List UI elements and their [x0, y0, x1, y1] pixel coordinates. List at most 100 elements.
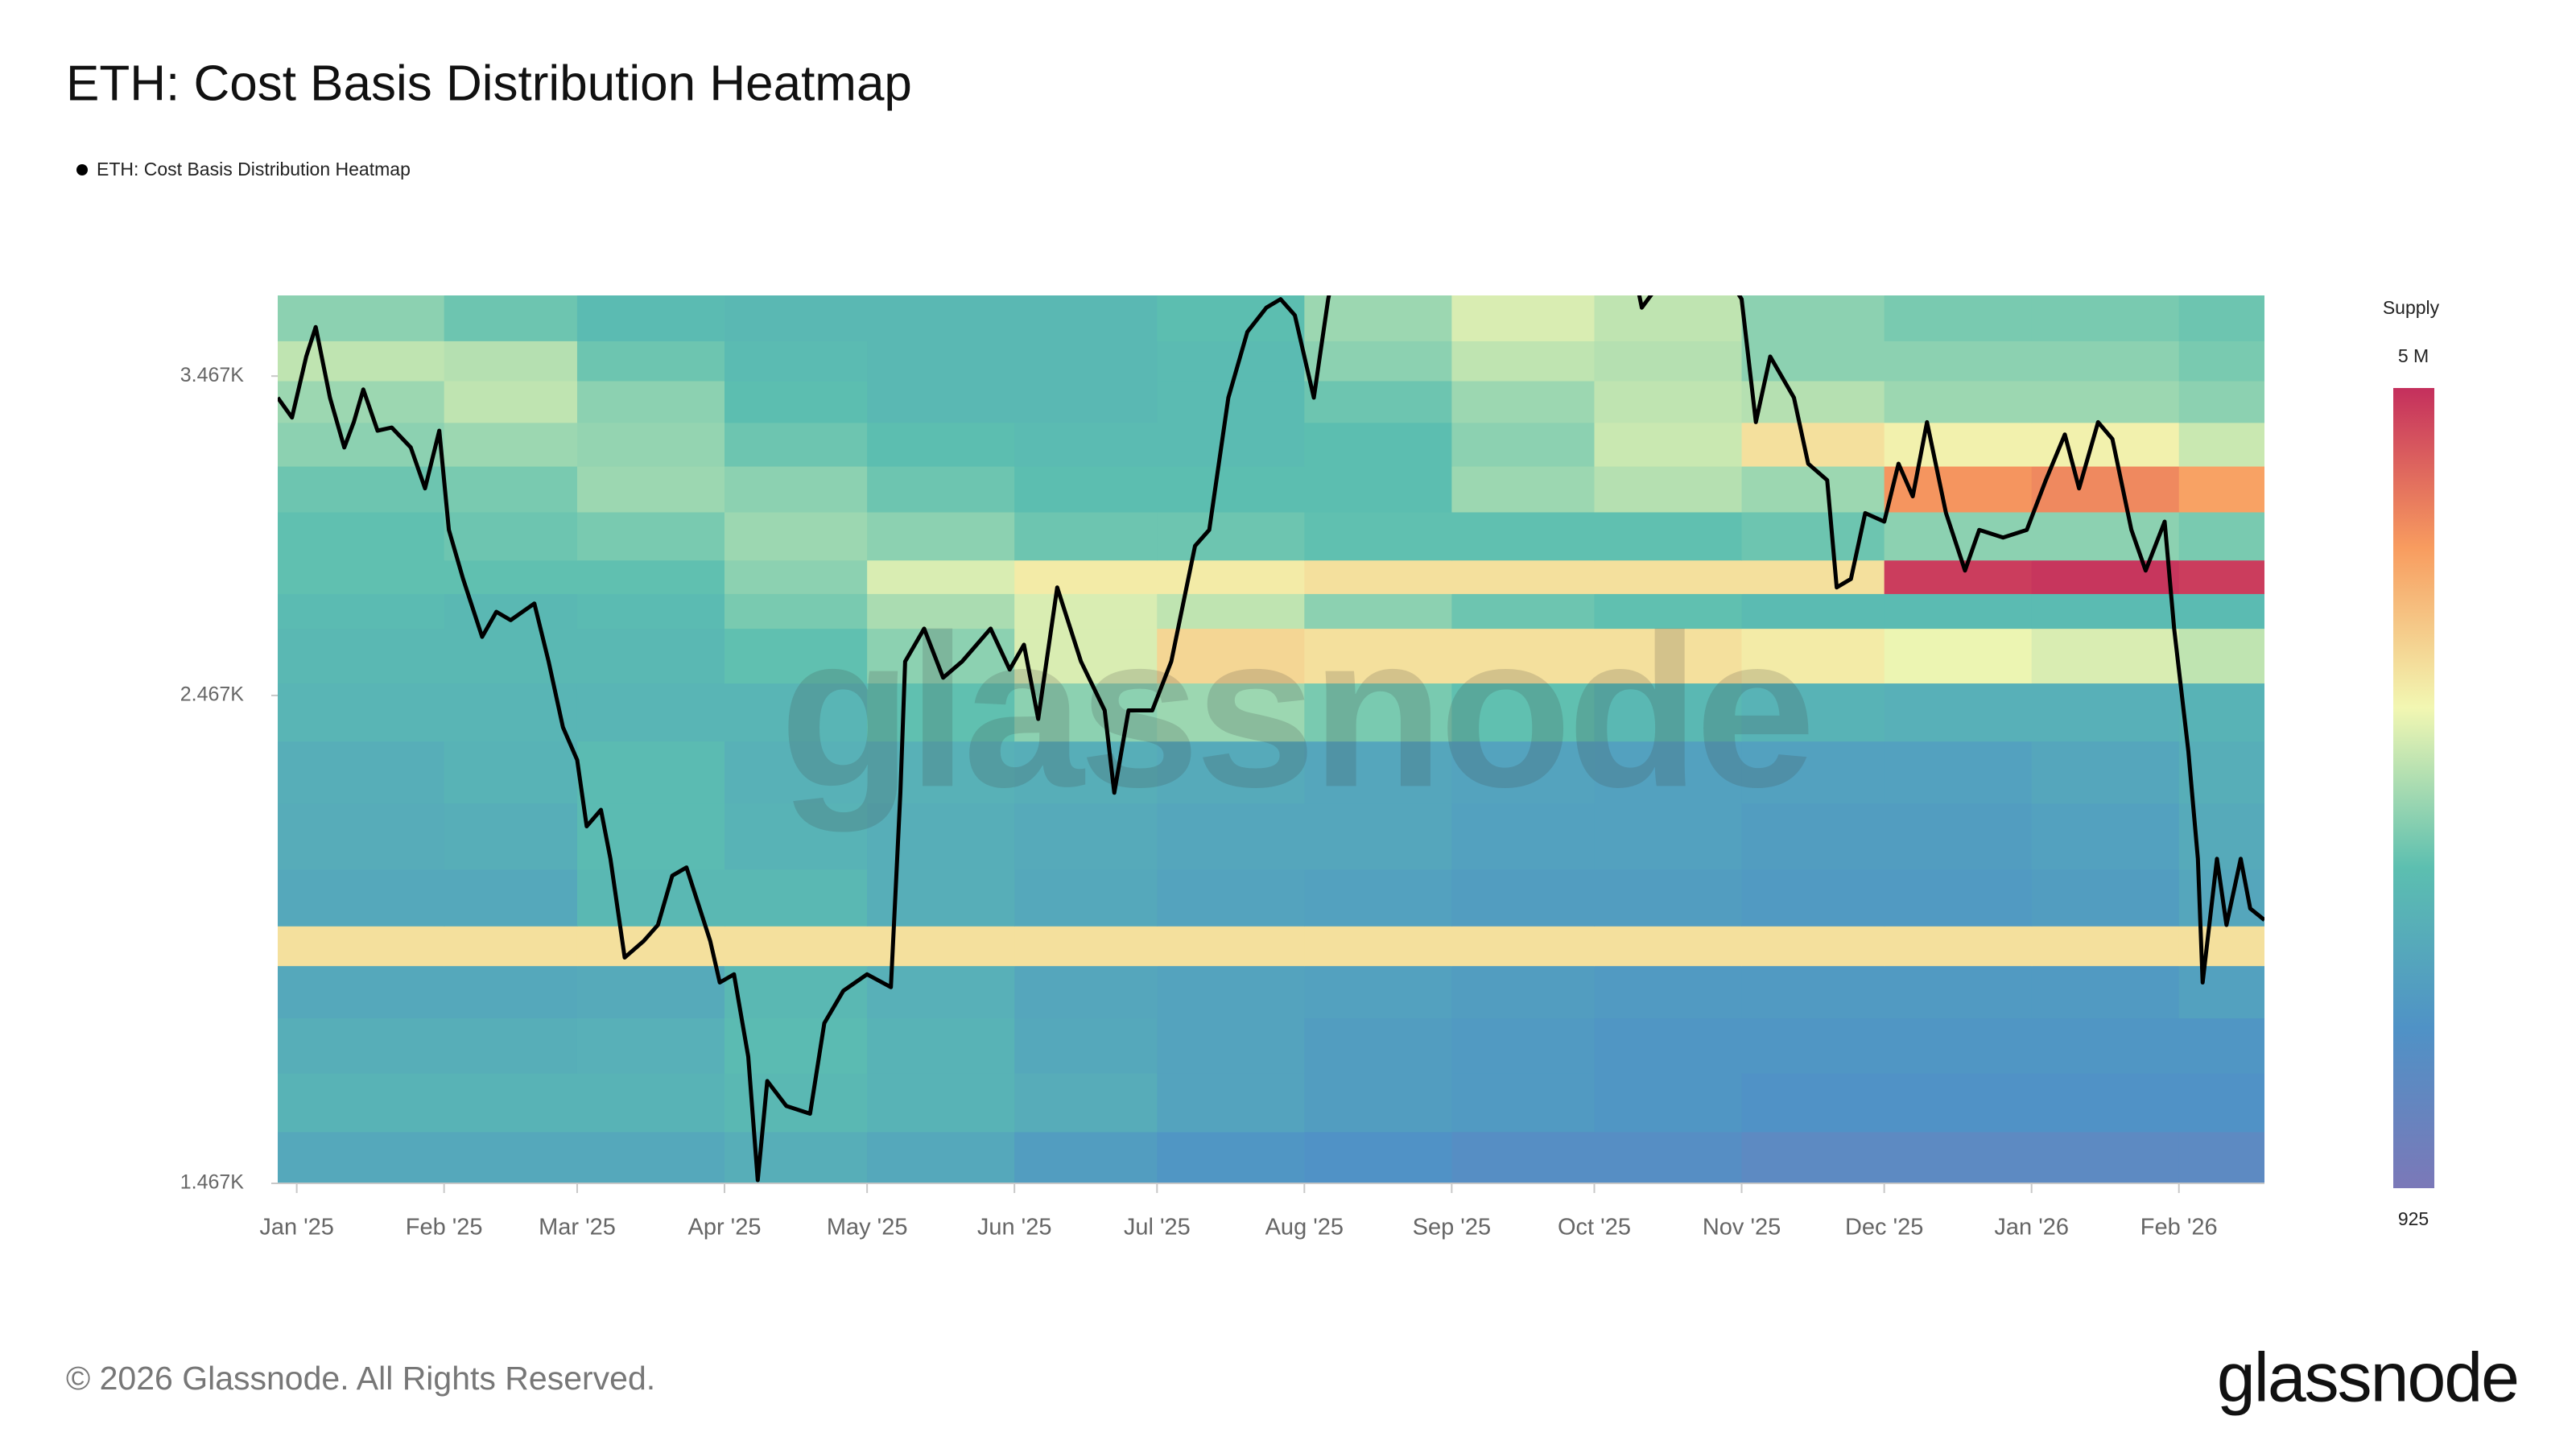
heatmap-cell	[2178, 422, 2264, 467]
heatmap-cell	[444, 965, 578, 1018]
heatmap-cell	[1741, 295, 1885, 341]
heatmap-cell	[2031, 380, 2180, 423]
heatmap-cell	[1451, 295, 1596, 341]
heatmap-cell	[278, 741, 445, 804]
heatmap-cell	[1451, 1131, 1596, 1183]
heatmap-cell	[2031, 926, 2180, 967]
copyright: © 2026 Glassnode. All Rights Reserved.	[66, 1360, 655, 1397]
heatmap-cell	[444, 380, 578, 423]
logo: glassnode	[2217, 1340, 2518, 1417]
heatmap-cell	[1884, 465, 2033, 513]
heatmap-cell	[2031, 683, 2180, 742]
heatmap-cell	[1884, 803, 2033, 870]
heatmap-cell	[1741, 1018, 1885, 1074]
heatmap-cell	[1014, 869, 1158, 927]
heatmap-cell	[576, 511, 725, 561]
heatmap-cell	[2178, 295, 2264, 341]
legend-label: ETH: Cost Basis Distribution Heatmap	[97, 159, 411, 180]
heatmap-cell	[2031, 628, 2180, 684]
heatmap-cell	[1451, 869, 1596, 927]
heatmap-cell	[1014, 803, 1158, 870]
heatmap-cell	[444, 926, 578, 967]
heatmap-cell	[576, 593, 725, 630]
heatmap-cell	[1304, 869, 1452, 927]
heatmap-cell	[1594, 869, 1743, 927]
heatmap-cell	[867, 593, 1015, 630]
heatmap-cell	[2031, 1018, 2180, 1074]
heatmap-cell	[1304, 1018, 1452, 1074]
heatmap-cell	[867, 341, 1015, 382]
heatmap-cell	[576, 422, 725, 467]
heatmap-cell	[1884, 926, 2033, 967]
x-tick-label: Apr '25	[688, 1215, 762, 1241]
heatmap-cell	[1157, 628, 1305, 684]
heatmap-cell	[2031, 593, 2180, 630]
heatmap-cell	[1594, 741, 1743, 804]
heatmap-cell	[724, 593, 868, 630]
x-tick-label: Sep '25	[1413, 1215, 1491, 1241]
heatmap-cell	[444, 741, 578, 804]
heatmap-cell	[1451, 422, 1596, 467]
heatmap-cell	[724, 965, 868, 1018]
heatmap-cell	[278, 1018, 445, 1074]
heatmap-cell	[1451, 511, 1596, 561]
heatmap-cell	[1594, 341, 1743, 382]
heatmap-cell	[278, 803, 445, 870]
heatmap-cell	[1014, 1018, 1158, 1074]
heatmap-cell	[2178, 628, 2264, 684]
heatmap-cell	[1741, 741, 1885, 804]
heatmap-cell	[278, 295, 445, 341]
heatmap-cell	[1014, 926, 1158, 967]
heatmap-cell	[1884, 422, 2033, 467]
heatmap-cell	[867, 1131, 1015, 1183]
heatmap-cell	[867, 422, 1015, 467]
heatmap-cell	[1884, 1072, 2033, 1133]
heatmap-cell	[278, 683, 445, 742]
heatmap-cell	[278, 1131, 445, 1183]
heatmap-cell	[278, 1072, 445, 1133]
heatmap-cell	[1594, 628, 1743, 684]
heatmap-cell	[1594, 380, 1743, 423]
heatmap-cell	[867, 683, 1015, 742]
heatmap-cell	[1451, 741, 1596, 804]
heatmap-cell	[1594, 803, 1743, 870]
heatmap-cell	[444, 593, 578, 630]
x-tick-label: Dec '25	[1845, 1215, 1923, 1241]
heatmap-cell	[2178, 341, 2264, 382]
heatmap-cell	[724, 380, 868, 423]
heatmap-cell	[1451, 380, 1596, 423]
heatmap-cell	[2031, 559, 2180, 594]
heatmap-cell	[1594, 683, 1743, 742]
heatmap-cell	[576, 1131, 725, 1183]
heatmap-cell	[1594, 559, 1743, 594]
heatmap-cell	[1014, 295, 1158, 341]
heatmap-cell	[724, 295, 868, 341]
heatmap-cell	[1741, 341, 1885, 382]
heatmap	[278, 295, 2264, 1183]
heatmap-cell	[444, 422, 578, 467]
chart-title: ETH: Cost Basis Distribution Heatmap	[66, 56, 912, 111]
heatmap-cell	[867, 559, 1015, 594]
heatmap-cell	[724, 341, 868, 382]
heatmap-cell	[278, 422, 445, 467]
heatmap-cell	[1157, 803, 1305, 870]
heatmap-cell	[1157, 559, 1305, 594]
heatmap-cell	[576, 1018, 725, 1074]
heatmap-cell	[2178, 465, 2264, 513]
heatmap-cell	[724, 559, 868, 594]
heatmap-cell	[1304, 803, 1452, 870]
heatmap-cell	[2178, 559, 2264, 594]
heatmap-cell	[1741, 803, 1885, 870]
heatmap-cell	[1884, 559, 2033, 594]
heatmap-cell	[1741, 559, 1885, 594]
heatmap-cell	[867, 1072, 1015, 1133]
x-tick-label: Jan '25	[259, 1215, 334, 1241]
heatmap-cell	[1304, 593, 1452, 630]
heatmap-cell	[1741, 465, 1885, 513]
heatmap-cell	[1157, 511, 1305, 561]
heatmap-cell	[1741, 628, 1885, 684]
heatmap-cell	[1157, 683, 1305, 742]
heatmap-cell	[867, 380, 1015, 423]
heatmap-cell	[576, 295, 725, 341]
heatmap-cell	[444, 803, 578, 870]
